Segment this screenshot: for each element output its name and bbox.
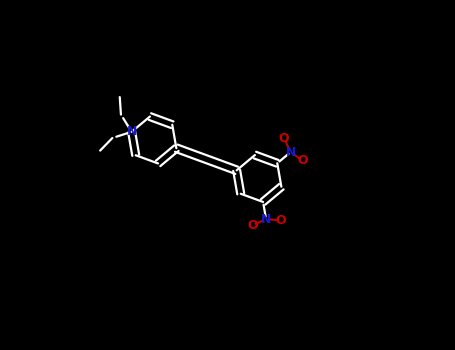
Text: O: O bbox=[247, 219, 258, 232]
Text: O: O bbox=[276, 214, 287, 227]
Text: N: N bbox=[126, 125, 137, 138]
Text: O: O bbox=[298, 154, 308, 167]
Text: O: O bbox=[279, 132, 289, 145]
Text: N: N bbox=[286, 146, 296, 159]
Text: N: N bbox=[261, 213, 271, 226]
